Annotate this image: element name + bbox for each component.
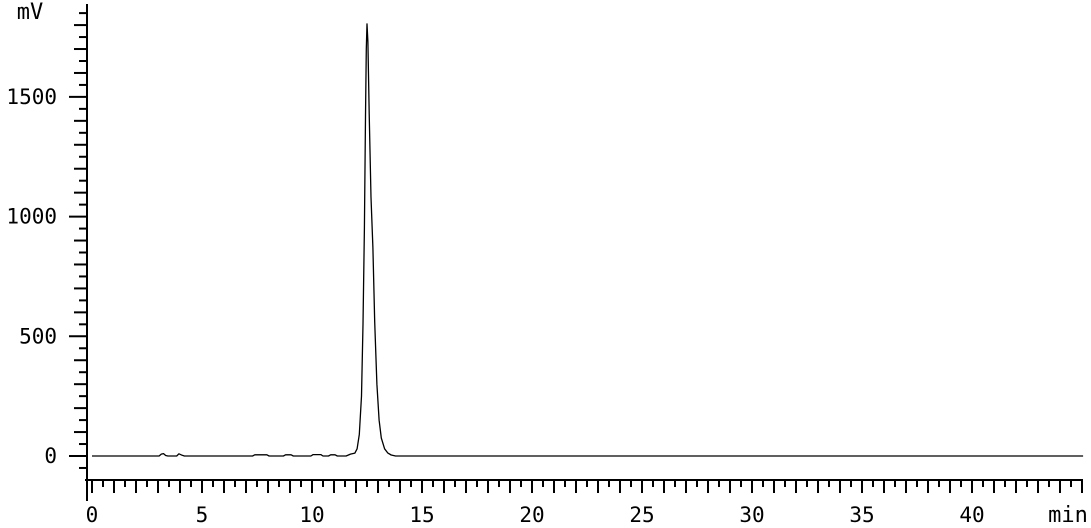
x-tick-label: 40 bbox=[959, 503, 984, 527]
x-tick-label: 10 bbox=[299, 503, 324, 527]
x-tick-label: 25 bbox=[629, 503, 654, 527]
x-tick-label: 20 bbox=[519, 503, 544, 527]
y-tick-label: 500 bbox=[19, 324, 57, 348]
axes bbox=[85, 4, 1083, 501]
x-tick-label: 30 bbox=[739, 503, 764, 527]
y-tick-label: 1000 bbox=[6, 205, 57, 229]
x-tick-label: 15 bbox=[409, 503, 434, 527]
x-tick-label: 35 bbox=[849, 503, 874, 527]
signal-trace bbox=[92, 23, 1084, 457]
y-tick-label: 0 bbox=[44, 444, 57, 468]
signal-trace-group bbox=[92, 23, 1084, 457]
x-axis-unit-label: min bbox=[1048, 503, 1088, 528]
x-tick-label: 0 bbox=[86, 503, 99, 527]
y-axis-unit-label: mV bbox=[17, 0, 44, 25]
x-tick-label: 5 bbox=[196, 503, 209, 527]
axis-tick-labels: 0 500 1000 1500 0 5 10 15 20 25 30 35 40 bbox=[6, 85, 984, 527]
y-tick-label: 1500 bbox=[6, 85, 57, 109]
axis-ticks bbox=[69, 12, 1083, 493]
